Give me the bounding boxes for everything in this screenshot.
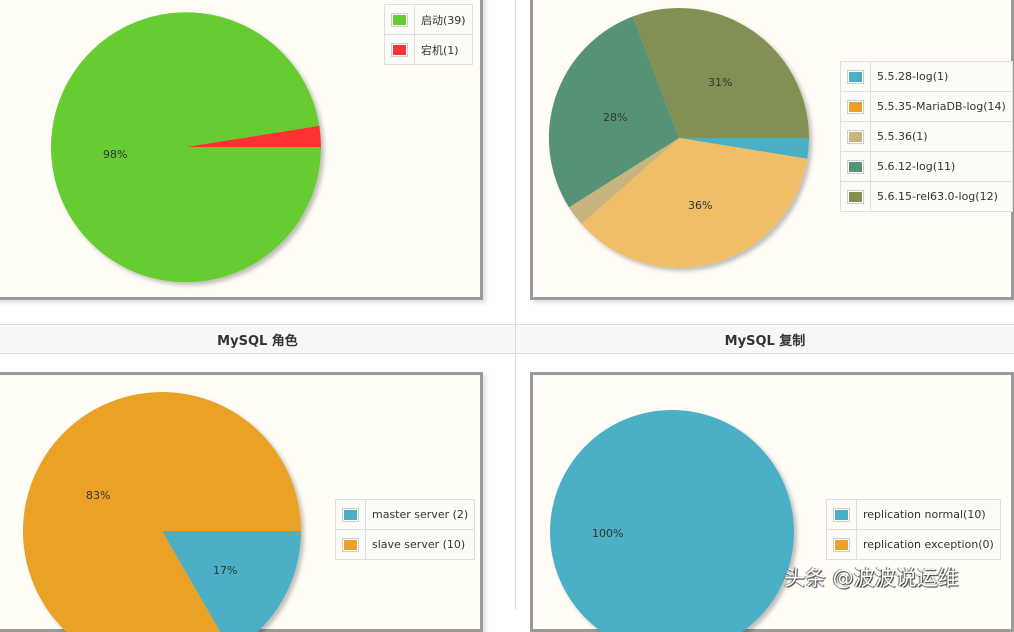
replication-section-title: MySQL 复制 bbox=[516, 324, 1014, 354]
legend-swatch bbox=[342, 507, 359, 522]
role-section-title: MySQL 角色 bbox=[0, 324, 515, 354]
legend-swatch bbox=[847, 129, 864, 144]
version-legend: 5.5.28-log(1) 5.5.35-MariaDB-log(14) 5.5… bbox=[840, 61, 1013, 212]
status-legend: 启动(39) 宕机(1) bbox=[384, 4, 473, 65]
legend-swatch bbox=[391, 42, 408, 57]
legend-label: 宕机(1) bbox=[414, 34, 473, 65]
legend-label: 5.5.28-log(1) bbox=[870, 61, 1013, 92]
legend-swatch bbox=[833, 507, 850, 522]
legend-label: 启动(39) bbox=[414, 4, 473, 35]
legend-swatch bbox=[847, 189, 864, 204]
legend-item-master[interactable]: master server (2) bbox=[335, 499, 476, 530]
legend-item-5.6.12[interactable]: 5.6.12-log(11) bbox=[840, 151, 1013, 182]
legend-label: 5.6.12-log(11) bbox=[870, 151, 1013, 182]
legend-swatch bbox=[847, 69, 864, 84]
replication-legend: replication normal(10) replication excep… bbox=[826, 499, 1001, 560]
role-legend: master server (2) slave server (10) bbox=[335, 499, 476, 560]
legend-item-5.6.15[interactable]: 5.6.15-rel63.0-log(12) bbox=[840, 181, 1013, 212]
legend-item-slave[interactable]: slave server (10) bbox=[335, 529, 476, 560]
legend-swatch bbox=[847, 159, 864, 174]
legend-label: 5.6.15-rel63.0-log(12) bbox=[870, 181, 1013, 212]
legend-label: slave server (10) bbox=[364, 529, 476, 560]
watermark: 头条 @波波说运维 bbox=[784, 566, 959, 590]
legend-label: master server (2) bbox=[364, 499, 476, 530]
legend-item-running[interactable]: 启动(39) bbox=[384, 4, 473, 35]
legend-label: replication exception(0) bbox=[856, 529, 1001, 560]
legend-swatch bbox=[391, 12, 408, 27]
legend-item-exception[interactable]: replication exception(0) bbox=[826, 529, 1001, 560]
legend-swatch bbox=[833, 537, 850, 552]
legend-label: 5.5.35-MariaDB-log(14) bbox=[870, 91, 1013, 122]
legend-label: 5.5.36(1) bbox=[870, 121, 1013, 152]
legend-item-5.5.36[interactable]: 5.5.36(1) bbox=[840, 121, 1013, 152]
legend-swatch bbox=[342, 537, 359, 552]
legend-label: replication normal(10) bbox=[856, 499, 1001, 530]
legend-item-down[interactable]: 宕机(1) bbox=[384, 34, 473, 65]
column-divider bbox=[515, 0, 516, 610]
legend-item-5.5.28[interactable]: 5.5.28-log(1) bbox=[840, 61, 1013, 92]
legend-item-5.5.35[interactable]: 5.5.35-MariaDB-log(14) bbox=[840, 91, 1013, 122]
legend-swatch bbox=[847, 99, 864, 114]
legend-item-normal[interactable]: replication normal(10) bbox=[826, 499, 1001, 530]
